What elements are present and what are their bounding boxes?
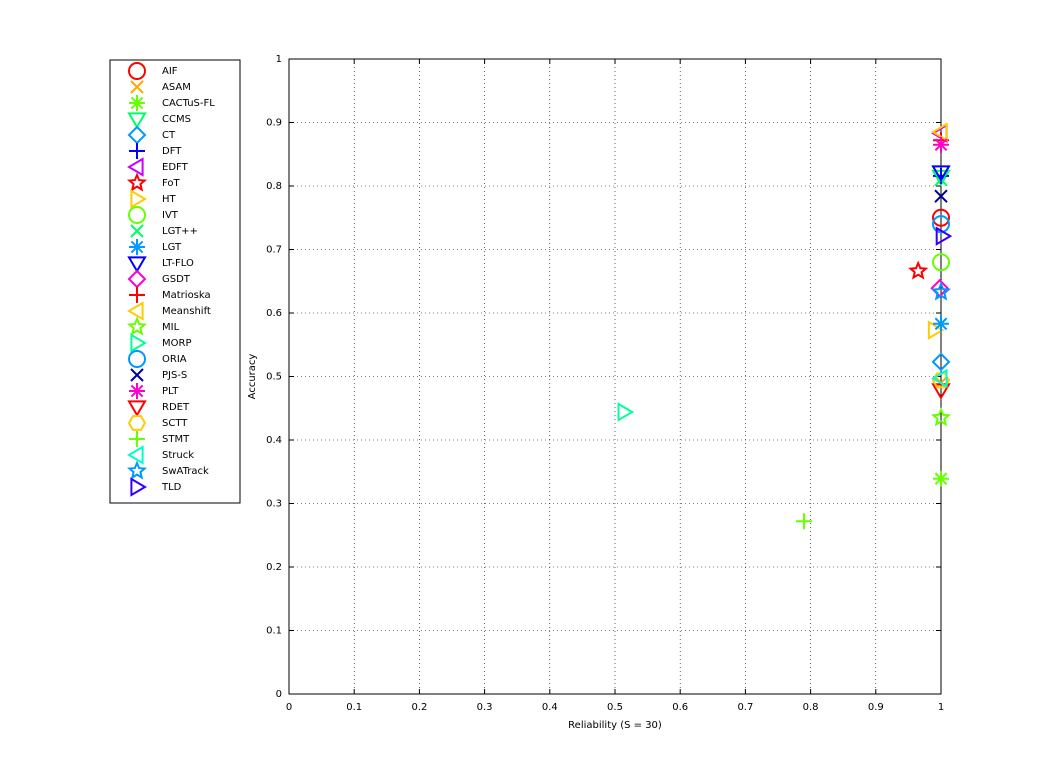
legend-marker [127,112,147,129]
legend-label: Meanshift [162,306,211,317]
legend-marker [127,400,147,417]
legend-label: CACTuS-FL [162,98,215,109]
legend-label: Struck [162,450,194,461]
legend-label: FoT [162,178,181,189]
legend-marker [130,189,147,209]
legend-label: RDET [162,402,190,413]
legend-label: IVT [162,210,179,221]
legend-marker [126,460,148,480]
y-tick-label: 0.9 [266,118,282,129]
x-tick-label: 0.4 [542,702,558,713]
legend-label: LGT++ [162,226,198,237]
legend-marker [128,62,146,80]
x-tick-label: 0.5 [607,702,623,713]
data-point [933,470,949,487]
x-tick-label: 0.1 [346,702,362,713]
y-tick-label: 0.4 [266,435,282,446]
legend-label: SCTT [162,418,188,429]
x-tick-label: 0.6 [672,702,688,713]
y-tick-label: 0.6 [266,308,282,319]
x-tick-label: 0.8 [803,702,819,713]
legend-marker [130,80,144,94]
legend-marker [129,383,145,399]
legend-marker [130,224,144,238]
legend-marker [128,206,146,224]
data-point [933,315,949,332]
legend-label: TLD [161,482,182,493]
legend-marker [127,256,147,273]
y-axis-label: Accuracy [247,354,258,400]
legend-marker [129,287,145,303]
legend-label: ORIA [162,354,187,365]
data-point [931,165,951,183]
legend-marker [127,301,144,321]
legend-label: PLT [162,386,179,397]
data-point [617,402,635,422]
y-tick-label: 0.2 [266,562,282,573]
x-tick-label: 0 [286,702,292,713]
legend-label: MIL [162,322,180,333]
y-tick-label: 0.3 [266,499,282,510]
x-tick-label: 1 [938,702,944,713]
legend-label: STMT [162,434,190,445]
data-point [908,260,929,280]
data-point [935,226,953,246]
y-tick-label: 1 [276,54,282,65]
y-tick-label: 0.7 [266,245,282,256]
y-tick-label: 0 [276,689,282,700]
legend-marker [127,445,144,465]
legend-marker [127,157,144,177]
legend-label: LGT [162,242,182,253]
data-point [933,136,949,153]
data-point [927,320,945,340]
legend-marker [130,333,147,353]
legend-marker [129,431,145,447]
data-point [931,372,951,389]
x-tick-label: 0.9 [868,702,884,713]
legend-label: GSDT [162,274,191,285]
x-tick-label: 0.3 [477,702,493,713]
legend-marker [130,368,144,382]
legend-label: PJS-S [162,370,187,381]
legend-label: Matrioska [162,290,211,301]
data-point [931,122,948,142]
legend-label: ASAM [162,82,191,93]
legend-label: SwATrack [162,466,209,477]
y-tick-label: 0.5 [266,372,282,383]
legend-marker [129,239,145,255]
x-axis-label: Reliability (S = 30) [568,720,662,731]
legend-marker [128,350,146,368]
data-point [932,253,950,272]
data-point [931,352,951,372]
y-tick-label: 0.8 [266,181,282,192]
legend-label: AIF [162,66,178,77]
data-point [932,208,950,227]
data-point [796,513,813,530]
y-tick-label: 0.1 [266,626,282,637]
x-tick-label: 0.7 [737,702,753,713]
legend-marker [130,477,147,497]
plot-frame [288,58,942,695]
legend-marker [129,95,145,111]
legend-label: MORP [162,338,191,349]
legend-label: HT [162,194,177,205]
data-point [930,281,952,301]
data-point [932,215,950,234]
legend-label: CCMS [162,114,191,125]
legend-label: CT [162,130,176,141]
data-point [931,368,948,389]
legend-label: DFT [162,146,182,157]
legend-marker [126,316,148,336]
legend-label: LT-FLO [162,258,194,269]
x-tick-label: 0.2 [411,702,427,713]
data-point [934,189,948,203]
legend-marker [129,143,145,159]
legend-marker [127,415,147,431]
legend-label: EDFT [162,162,189,173]
legend-marker [126,172,148,192]
data-point [930,407,952,427]
